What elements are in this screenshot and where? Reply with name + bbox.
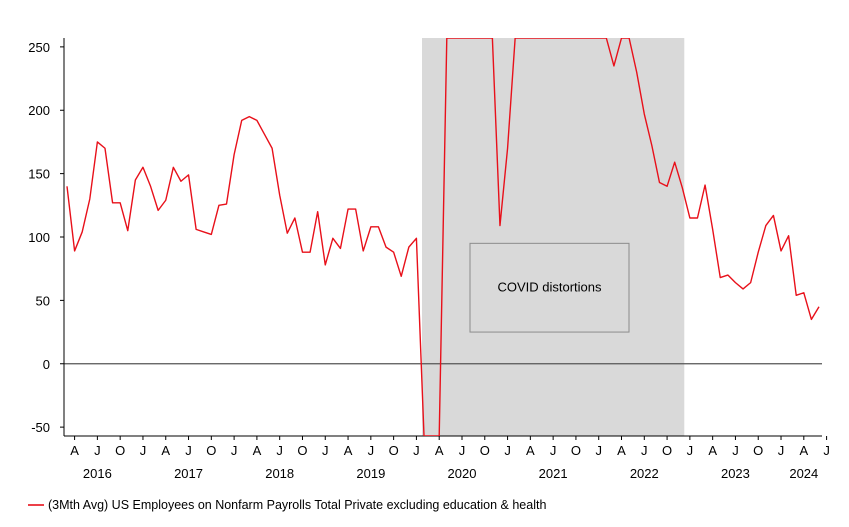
x-tick-label: A: [253, 443, 262, 458]
x-tick-label: O: [571, 443, 581, 458]
x-tick-label: J: [687, 443, 694, 458]
y-tick-label: 100: [28, 230, 50, 245]
x-tick-label: J: [504, 443, 511, 458]
x-tick-label: A: [344, 443, 353, 458]
annotation-text: COVID distortions: [497, 280, 602, 295]
x-tick-label: J: [732, 443, 739, 458]
series-line-0: [66, 38, 820, 436]
x-year-label: 2020: [448, 466, 477, 481]
y-tick-label: 150: [28, 167, 50, 182]
y-tick-label: -50: [31, 420, 50, 435]
x-tick-label: A: [799, 443, 808, 458]
x-tick-label: J: [368, 443, 375, 458]
y-tick-label: 200: [28, 103, 50, 118]
x-tick-label: J: [778, 443, 785, 458]
x-tick-label: A: [161, 443, 170, 458]
x-year-label: 2018: [265, 466, 294, 481]
x-year-label: 2023: [721, 466, 750, 481]
x-tick-label: O: [115, 443, 125, 458]
x-tick-label: A: [526, 443, 535, 458]
x-year-label: 2022: [630, 466, 659, 481]
shade-layer: [422, 38, 685, 436]
y-tick-label: 0: [43, 357, 50, 372]
x-tick-label: O: [297, 443, 307, 458]
x-tick-label: O: [662, 443, 672, 458]
x-tick-label: J: [550, 443, 557, 458]
x-tick-label: J: [94, 443, 101, 458]
x-tick-label: O: [480, 443, 490, 458]
x-tick-label: J: [322, 443, 329, 458]
x-tick-label: O: [753, 443, 763, 458]
x-year-label: 2024: [789, 466, 818, 481]
x-tick-label: J: [185, 443, 192, 458]
y-tick-label: 250: [28, 40, 50, 55]
x-tick-label: A: [70, 443, 79, 458]
x-tick-label: J: [641, 443, 648, 458]
x-tick-label: J: [276, 443, 283, 458]
x-year-label: 2016: [83, 466, 112, 481]
annotation-layer: COVID distortions: [469, 242, 630, 333]
legend: (3Mth Avg) US Employees on Nonfarm Payro…: [28, 498, 546, 512]
covid-shaded-region: [422, 38, 685, 436]
x-tick-label: J: [413, 443, 420, 458]
series-layer: [66, 38, 820, 436]
y-tick-label: 50: [36, 293, 50, 308]
x-tick-label: J: [823, 443, 830, 458]
x-year-label: 2019: [356, 466, 385, 481]
x-tick-label: A: [617, 443, 626, 458]
x-tick-label: O: [206, 443, 216, 458]
x-year-label: 2021: [539, 466, 568, 481]
x-tick-label: J: [140, 443, 147, 458]
x-tick-label: J: [459, 443, 466, 458]
x-tick-label: J: [595, 443, 602, 458]
x-tick-label: O: [389, 443, 399, 458]
x-tick-label: J: [231, 443, 238, 458]
annotation-box: [469, 242, 630, 333]
x-tick-label: A: [708, 443, 717, 458]
x-tick-label: A: [435, 443, 444, 458]
legend-label: (3Mth Avg) US Employees on Nonfarm Payro…: [48, 498, 546, 512]
x-year-label: 2017: [174, 466, 203, 481]
